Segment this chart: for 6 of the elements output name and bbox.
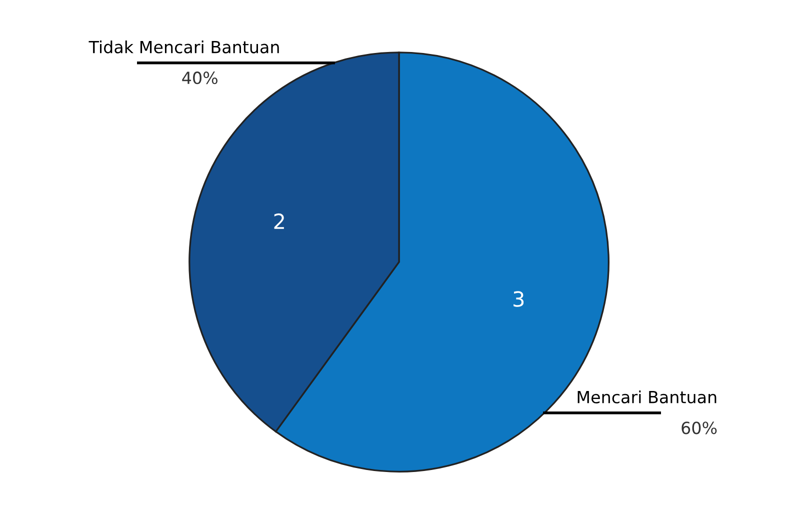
text: 60% bbox=[682, 422, 717, 434]
data-label: 3 bbox=[514, 291, 524, 307]
slice-label: Mencari Bantuan bbox=[578, 390, 716, 404]
text: 40% bbox=[182, 72, 218, 84]
data-label: 2 bbox=[274, 213, 284, 229]
slice-label: Tidak Mencari Bantuan bbox=[88, 40, 279, 54]
